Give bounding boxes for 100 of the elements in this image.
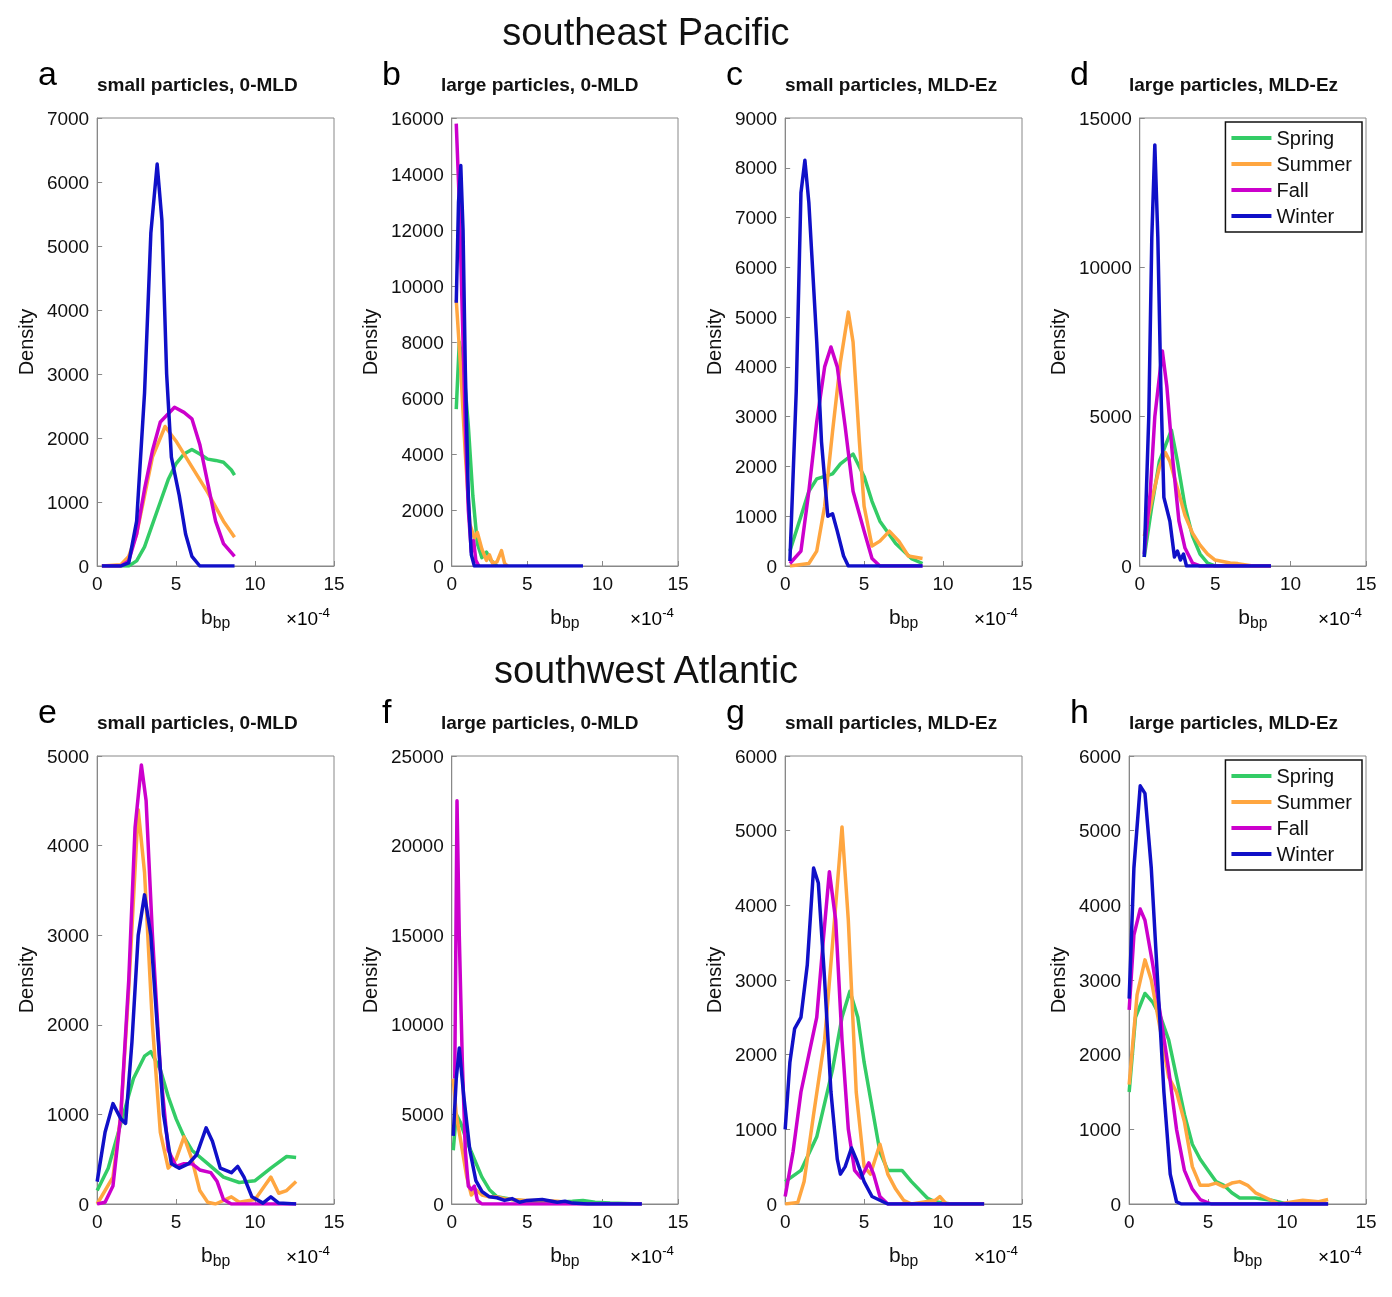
line-series [100,162,237,568]
x-tick-label: 5 [1202,1211,1214,1232]
y-tick-label: 3000 [1078,969,1122,991]
legend-label: Summer [1276,791,1353,813]
x-tick-label: 15 [323,573,345,594]
x-tick-label: 0 [779,573,791,594]
text: f [382,692,392,730]
x-tick-label: 15 [1011,573,1033,594]
x-tick-label: 0 [446,573,458,594]
y-tick-label: 0 [433,555,444,577]
y-tick-label: 4000 [734,894,778,916]
chart-title: small particles, MLD-Ez [785,74,998,95]
y-axis-title: Density [703,946,725,1014]
y-tick-label: 2000 [734,1044,778,1066]
chart-title: small particles, MLD-Ez [785,712,998,733]
y-tick-label: 15000 [1078,107,1132,129]
y-tick-label: 1000 [734,1118,778,1140]
y-tick-label: 4000 [46,299,90,321]
x-tick-label: 5 [521,573,533,594]
y-tick-label: 2000 [46,427,90,449]
y-tick-label: 6000 [734,256,778,278]
x-tick-label: 10 [932,573,954,594]
y-tick-label: 16000 [390,107,444,129]
line-series [454,163,585,568]
y-axis-title: Density [1047,308,1069,376]
y-tick-label: 0 [1121,555,1132,577]
y-axis-title: Density [15,946,37,1014]
line-series [788,158,925,568]
y-tick-label: 5000 [1078,820,1122,842]
text: h [1070,692,1089,730]
chart-title: large particles, MLD-Ez [1129,74,1339,95]
legend-label: Fall [1276,817,1309,839]
y-tick-label: 7000 [734,207,778,229]
y-tick-label: 3000 [46,924,90,946]
y-tick-label: 5000 [734,820,778,842]
y-tick-label: 8000 [734,157,778,179]
y-tick-label: 1000 [46,1103,90,1125]
legend-label: Winter [1276,205,1335,227]
y-axis-title: Density [1047,946,1069,1014]
y-axis-title: Density [703,308,725,376]
x-tick-label: 5 [521,1211,533,1232]
y-tick-label: 6000 [1078,745,1122,767]
y-tick-label: 10000 [390,275,444,297]
text: c [726,54,743,92]
x-tick-label: 5 [858,573,870,594]
x-tick-label: 10 [244,1211,266,1232]
x-tick-label: 0 [91,573,103,594]
x-tick-label: 10 [1276,1211,1298,1232]
y-tick-label: 0 [78,555,90,577]
x-tick-label: 0 [91,1211,103,1232]
x-tick-label: 5 [858,1211,870,1232]
y-tick-label: 5000 [734,306,778,328]
x-tick-label: 15 [667,573,689,594]
x-tick-label: 10 [592,573,614,594]
x-tick-label: 15 [1011,1211,1033,1232]
y-tick-label: 10000 [1078,256,1132,278]
y-tick-label: 14000 [390,163,444,185]
text: a [38,54,57,92]
chart-title: large particles, 0-MLD [441,712,639,733]
y-tick-label: 2000 [1078,1044,1122,1066]
x-tick-label: 15 [667,1211,689,1232]
chart-title: small particles, 0-MLD [97,74,298,95]
chart-title: small particles, 0-MLD [97,712,298,733]
y-tick-label: 0 [78,1193,90,1215]
y-tick-label: 8000 [401,331,444,353]
y-tick-label: 4000 [401,443,444,465]
line-series [1142,143,1273,568]
y-tick-label: 25000 [390,745,444,767]
y-tick-label: 5000 [401,1103,444,1125]
y-tick-label: 5000 [1089,406,1132,428]
text: e [38,692,57,730]
line-series [95,893,298,1206]
x-tick-label: 10 [592,1211,614,1232]
y-tick-label: 6000 [734,745,778,767]
x-tick-label: 5 [170,1211,182,1232]
y-tick-label: 9000 [734,107,778,129]
y-tick-label: 20000 [390,835,444,857]
legend-label: Winter [1276,843,1335,865]
chart-subtitle: southeast Pacific [502,11,790,53]
chart-subtitle: southwest Atlantic [493,649,799,691]
y-tick-label: 6000 [401,387,444,409]
y-tick-label: 0 [433,1193,444,1215]
y-tick-label: 3000 [734,406,778,428]
y-tick-label: 1000 [734,505,778,527]
x-tick-label: 15 [1355,573,1377,594]
y-tick-label: 12000 [390,219,444,241]
x-tick-label: 5 [170,573,182,594]
y-tick-label: 1000 [1078,1118,1122,1140]
x-tick-label: 15 [1355,1211,1377,1232]
y-tick-label: 15000 [390,924,444,946]
text: b [382,54,401,92]
y-axis-title: Density [359,308,381,376]
y-tick-label: 7000 [46,107,90,129]
x-tick-label: 10 [1280,573,1302,594]
text: d [1070,54,1089,92]
y-tick-label: 5000 [46,235,90,257]
x-tick-label: 0 [1134,573,1146,594]
text: g [726,692,745,730]
y-tick-label: 1000 [46,491,90,513]
y-tick-label: 5000 [46,745,90,767]
